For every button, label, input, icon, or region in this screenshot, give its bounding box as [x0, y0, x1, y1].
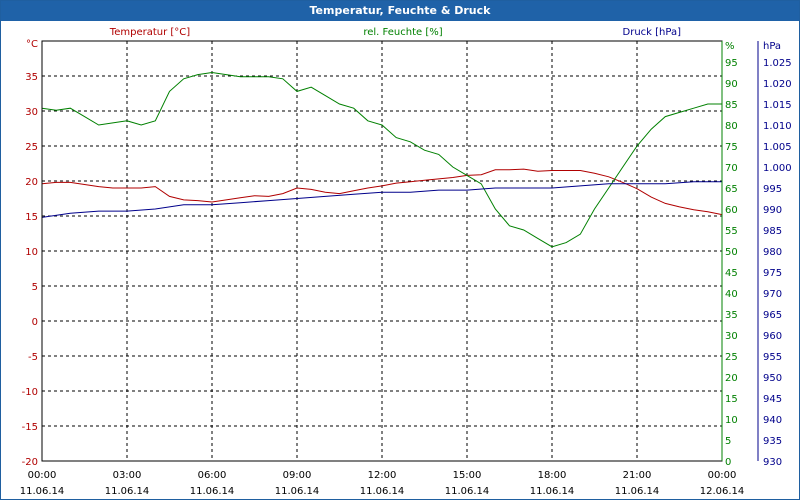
humidity-tick-label: 60 — [725, 205, 738, 216]
chart-title: Temperatur, Feuchte & Druck — [1, 1, 799, 21]
humidity-tick-label: 85 — [725, 100, 738, 111]
x-tick-date: 11.06.14 — [275, 486, 320, 497]
x-tick-date: 11.06.14 — [105, 486, 150, 497]
humidity-tick-label: 55 — [725, 226, 738, 237]
x-tick-time: 00:00 — [708, 470, 737, 481]
pressure-tick-label: 930 — [763, 457, 782, 468]
x-tick-date: 11.06.14 — [20, 486, 65, 497]
humidity-tick-label: 15 — [725, 394, 738, 405]
humidity-tick-label: 10 — [725, 415, 738, 426]
x-tick-time: 18:00 — [538, 470, 567, 481]
temperature-unit-label: °C — [26, 39, 38, 50]
pressure-tick-label: 955 — [763, 352, 782, 363]
pressure-tick-label: 1.025 — [763, 58, 792, 69]
grid-lines — [42, 41, 722, 461]
pressure-unit-label: hPa — [763, 41, 781, 52]
temperature-tick-label: 5 — [32, 282, 38, 293]
humidity-tick-label: 65 — [725, 184, 738, 195]
temperature-tick-label: -10 — [22, 387, 38, 398]
labels-layer: 00:00 11.06.14 03:00 11.06.14 06:00 11.06.14 0… — [20, 27, 792, 497]
humidity-tick-label: 20 — [725, 373, 738, 384]
series-layer — [41, 71, 723, 248]
pressure-tick-label: 975 — [763, 268, 782, 279]
humidity-axis-title: rel. Feuchte [%] — [363, 27, 442, 38]
humidity-tick-label: 0 — [725, 457, 731, 468]
temperature-tick-label: 35 — [25, 72, 38, 83]
x-tick-time: 21:00 — [623, 470, 652, 481]
series-line-temperature — [41, 168, 723, 216]
temperature-tick-label: 20 — [25, 177, 38, 188]
x-tick-date: 11.06.14 — [615, 486, 660, 497]
temperature-tick-label: 30 — [25, 107, 38, 118]
temperature-tick-label: 10 — [25, 247, 38, 258]
temperature-axis-title: Temperatur [°C] — [109, 27, 190, 38]
pressure-tick-label: 960 — [763, 331, 782, 342]
pressure-tick-label: 935 — [763, 436, 782, 447]
humidity-unit-label: % — [725, 41, 735, 52]
humidity-tick-label: 50 — [725, 247, 738, 258]
humidity-tick-label: 30 — [725, 331, 738, 342]
x-tick-time: 09:00 — [283, 470, 312, 481]
humidity-tick-label: 35 — [725, 310, 738, 321]
temperature-tick-label: -20 — [22, 457, 38, 468]
temperature-tick-label: -15 — [22, 422, 38, 433]
x-tick-date: 11.06.14 — [360, 486, 405, 497]
pressure-tick-label: 970 — [763, 289, 782, 300]
pressure-tick-label: 1.015 — [763, 100, 792, 111]
pressure-tick-label: 965 — [763, 310, 782, 321]
temperature-tick-label: 15 — [25, 212, 38, 223]
pressure-tick-label: 980 — [763, 247, 782, 258]
humidity-tick-label: 75 — [725, 142, 738, 153]
x-tick-time: 15:00 — [453, 470, 482, 481]
pressure-axis-title: Druck [hPa] — [623, 27, 682, 38]
pressure-tick-label: 995 — [763, 184, 782, 195]
pressure-tick-label: 985 — [763, 226, 782, 237]
series-line-pressure — [41, 181, 722, 218]
humidity-tick-label: 95 — [725, 58, 738, 69]
x-tick-time: 12:00 — [368, 470, 397, 481]
x-tick-time: 00:00 — [28, 470, 57, 481]
humidity-tick-label: 40 — [725, 289, 738, 300]
pressure-tick-label: 950 — [763, 373, 782, 384]
temperature-tick-label: 0 — [32, 317, 38, 328]
series-line-humidity — [41, 71, 722, 248]
pressure-tick-label: 1.020 — [763, 79, 792, 90]
x-tick-date: 11.06.14 — [530, 486, 575, 497]
humidity-tick-label: 5 — [725, 436, 731, 447]
axes-layer — [41, 40, 759, 462]
x-tick-date: 12.06.14 — [700, 486, 745, 497]
pressure-tick-label: 940 — [763, 415, 782, 426]
temperature-tick-label: -5 — [28, 352, 38, 363]
x-tick-time: 03:00 — [113, 470, 142, 481]
humidity-tick-label: 45 — [725, 268, 738, 279]
humidity-tick-label: 25 — [725, 352, 738, 363]
humidity-tick-label: 70 — [725, 163, 738, 174]
temperature-tick-label: 25 — [25, 142, 38, 153]
humidity-tick-label: 80 — [725, 121, 738, 132]
pressure-tick-label: 1.000 — [763, 163, 792, 174]
pressure-tick-label: 1.005 — [763, 142, 792, 153]
pressure-tick-label: 990 — [763, 205, 782, 216]
pressure-tick-label: 945 — [763, 394, 782, 405]
pressure-tick-label: 1.010 — [763, 121, 792, 132]
x-tick-date: 11.06.14 — [445, 486, 490, 497]
x-tick-date: 11.06.14 — [190, 486, 235, 497]
humidity-tick-label: 90 — [725, 79, 738, 90]
x-tick-time: 06:00 — [198, 470, 227, 481]
